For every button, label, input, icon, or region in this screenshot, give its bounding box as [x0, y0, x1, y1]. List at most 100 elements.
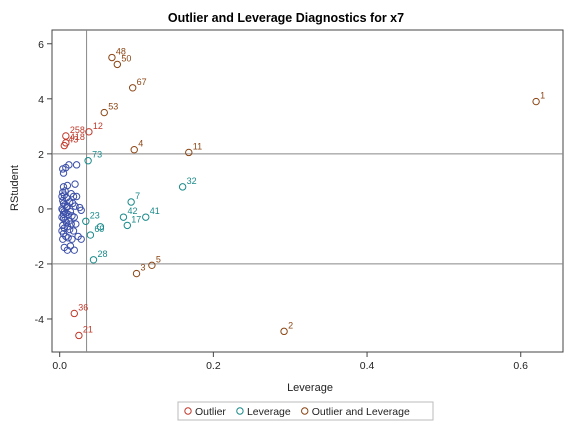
- data-point: [58, 227, 66, 235]
- data-point-43: [60, 141, 68, 150]
- point-label-67: 67: [137, 77, 147, 87]
- data-point-69: [86, 231, 95, 239]
- data-points: [58, 53, 540, 340]
- data-point-41: [142, 213, 150, 221]
- x-tick-label: 0.6: [513, 360, 528, 372]
- data-point-23: [82, 217, 90, 225]
- legend-marker-outlier: [184, 407, 192, 415]
- data-point: [70, 213, 78, 221]
- data-point: [69, 227, 78, 235]
- point-label-5: 5: [156, 254, 161, 264]
- data-point: [77, 235, 85, 243]
- data-point-50: [113, 60, 122, 69]
- legend: Outlier Leverage Outlier and Leverage: [177, 401, 434, 421]
- point-label-258: 258: [70, 125, 85, 135]
- legend-frame: [177, 401, 434, 421]
- x-tick-label: 0.2: [206, 360, 221, 372]
- y-axis-label: RStudent: [9, 165, 21, 211]
- point-label-17: 17: [131, 214, 141, 224]
- data-point-7: [127, 198, 135, 206]
- point-label-41: 41: [150, 206, 160, 216]
- data-point: [64, 234, 72, 242]
- data-point-12: [85, 128, 93, 136]
- data-point-4: [130, 146, 138, 154]
- data-point-42: [119, 213, 128, 221]
- y-tick-label: 0: [38, 204, 44, 216]
- data-point: [72, 192, 81, 201]
- legend-label-outlier: Outlier: [195, 406, 226, 418]
- x-tick-label: 0.4: [360, 360, 375, 372]
- data-point: [59, 165, 67, 173]
- data-point: [71, 202, 79, 210]
- data-point-17: [123, 221, 132, 230]
- legend-label-leverage: Leverage: [247, 406, 291, 418]
- y-tick-label: -2: [35, 259, 44, 271]
- point-label-2: 2: [288, 320, 293, 330]
- point-label-36: 36: [78, 302, 88, 312]
- data-point: [66, 242, 75, 250]
- data-point: [58, 192, 66, 201]
- data-point: [65, 161, 73, 169]
- point-label-7: 7: [135, 191, 140, 201]
- axes: 0.0 0.2 0.4 0.6 -4 -2 0 2 4 6: [35, 39, 529, 372]
- data-point-3: [132, 269, 141, 278]
- data-point-2: [280, 327, 288, 336]
- x-tick-label: 0.0: [52, 360, 67, 372]
- legend-marker-both: [301, 407, 309, 415]
- data-point: [59, 169, 68, 177]
- data-point-48: [108, 53, 116, 62]
- data-point: [77, 206, 85, 214]
- point-label-50: 50: [121, 53, 131, 63]
- data-point: [59, 235, 67, 243]
- data-point: [65, 225, 74, 234]
- point-label-53: 53: [108, 102, 118, 112]
- point-label-11: 11: [193, 141, 202, 151]
- point-label-69: 69: [94, 224, 104, 234]
- data-point-28: [89, 256, 98, 264]
- y-tick-label: 4: [38, 94, 44, 106]
- point-label-418: 418: [70, 132, 85, 142]
- plot-frame: [51, 29, 564, 353]
- point-label-23: 23: [90, 210, 100, 220]
- reference-lines: [52, 30, 563, 352]
- data-point: [70, 246, 78, 254]
- data-point: [59, 183, 68, 191]
- point-label-28: 28: [97, 249, 107, 259]
- y-tick-label: -4: [35, 314, 44, 326]
- data-point-73: [84, 157, 92, 165]
- data-point-53: [100, 108, 108, 117]
- point-label-32: 32: [187, 176, 197, 186]
- plot-area: [51, 29, 564, 353]
- legend-marker-leverage: [236, 407, 244, 415]
- data-point-1: [532, 97, 540, 106]
- data-point: [68, 235, 76, 243]
- point-label-42: 42: [127, 206, 137, 216]
- chart-title: Outlier and Leverage Diagnostics for x7: [168, 11, 404, 25]
- data-point-32: [178, 183, 187, 191]
- data-point-67: [128, 84, 137, 92]
- point-label-73: 73: [92, 150, 102, 160]
- point-label-1: 1: [540, 91, 545, 101]
- data-point: [61, 187, 69, 195]
- data-point: [71, 180, 79, 188]
- point-label-43: 43: [68, 135, 78, 145]
- y-tick-label: 6: [38, 39, 44, 51]
- data-point-36: [70, 309, 78, 318]
- point-label-48: 48: [116, 47, 126, 57]
- point-label-4: 4: [138, 139, 143, 149]
- data-point: [59, 210, 68, 219]
- data-point: [96, 223, 105, 231]
- data-point: [69, 192, 78, 201]
- y-tick-label: 2: [38, 149, 44, 161]
- data-point: [66, 207, 75, 216]
- legend-label-both: Outlier and Leverage: [312, 406, 410, 418]
- data-point-21: [75, 331, 83, 340]
- data-point-5: [148, 261, 156, 270]
- point-label-12: 12: [93, 121, 103, 131]
- x-axis-label: Leverage: [287, 382, 333, 394]
- point-label-3: 3: [141, 263, 146, 273]
- data-point: [72, 161, 81, 169]
- data-point-11: [185, 148, 193, 157]
